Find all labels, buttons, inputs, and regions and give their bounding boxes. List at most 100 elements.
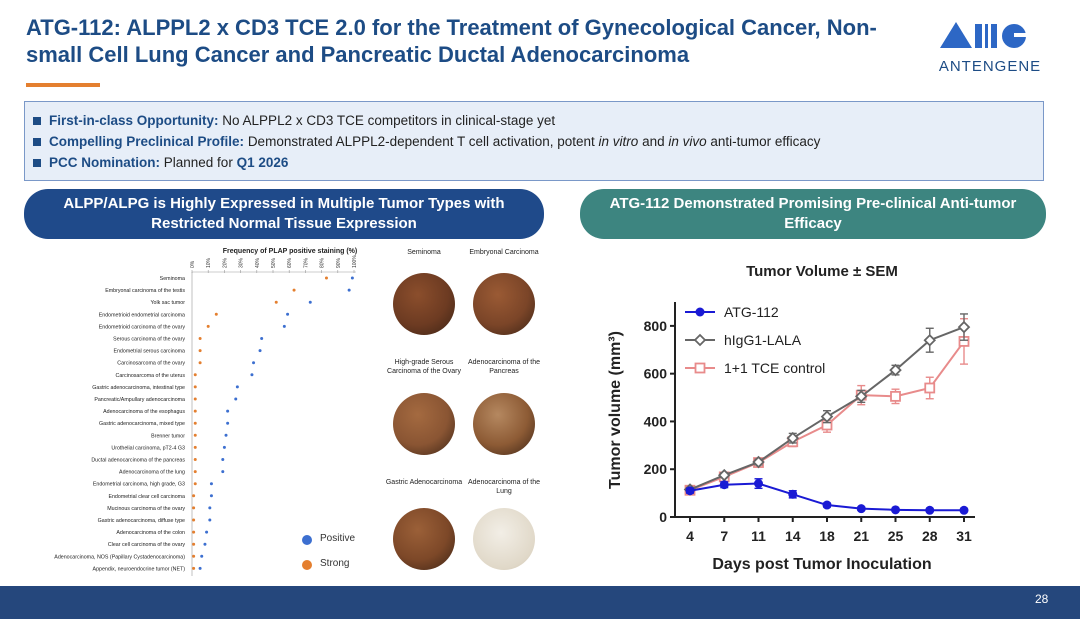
data-point bbox=[890, 390, 901, 402]
bullet-text: No ALPPL2 x CD3 TCE competitors in clini… bbox=[222, 113, 556, 128]
data-point bbox=[719, 480, 729, 490]
category-label: Mucinous carcinoma of the ovary bbox=[107, 506, 185, 512]
x-tick-label: 90% bbox=[336, 257, 342, 268]
chart-legend: ATG-112 hIgG1-LALA 1+1 TCE control bbox=[685, 304, 825, 376]
y-tick-label: 0 bbox=[659, 509, 667, 525]
bullet-square-icon bbox=[33, 117, 41, 125]
x-tick-label: 60% bbox=[287, 257, 293, 268]
left-panel-banner: ALPP/ALPG is Highly Expressed in Multipl… bbox=[24, 189, 544, 239]
ihc-stain-image bbox=[473, 508, 535, 570]
bullet-label: First-in-class Opportunity: bbox=[49, 113, 219, 128]
category-label: Ductal adenocarcinoma of the pancreas bbox=[91, 458, 185, 464]
positive-point bbox=[208, 506, 212, 510]
bullet-text: Planned for bbox=[163, 155, 237, 170]
page-title: ATG-112: ALPPL2 x CD3 TCE 2.0 for the Tr… bbox=[26, 14, 906, 68]
x-tick-label: 100% bbox=[352, 255, 358, 268]
x-tick-label: 50% bbox=[271, 257, 277, 268]
bullet-text: Demonstrated ALPPL2-dependent T cell act… bbox=[247, 134, 599, 149]
data-point bbox=[959, 505, 969, 515]
strong-point bbox=[192, 518, 196, 522]
strong-point bbox=[198, 337, 202, 340]
strong-point bbox=[193, 470, 197, 474]
category-label: Carcinosarcoma of the ovary bbox=[117, 361, 185, 367]
category-labels: Seminoma Embryonal carcinoma of the testi… bbox=[54, 276, 185, 572]
x-tick-label: 14 bbox=[785, 528, 801, 544]
title-line-2: small Cell Lung Cancer and Pancreatic Du… bbox=[26, 42, 690, 67]
strong-point bbox=[198, 349, 202, 353]
ihc-stain-image bbox=[473, 393, 535, 455]
ihc-image-label: Seminoma bbox=[407, 249, 441, 256]
category-label: Endometrial serous carcinoma bbox=[113, 349, 185, 355]
chart-title: Frequency of PLAP positive staining (%) bbox=[223, 248, 357, 255]
category-label: Appendix, neuroendocrine tumor (NET) bbox=[93, 566, 186, 572]
data-points bbox=[192, 276, 354, 570]
x-tick-label: 28 bbox=[922, 528, 938, 544]
ihc-stain-image bbox=[393, 273, 455, 335]
positive-point bbox=[308, 300, 312, 304]
data-point bbox=[924, 382, 936, 394]
antengene-logo-icon bbox=[940, 22, 1026, 48]
category-label: Gastric adenocarcinoma, intestinal type bbox=[92, 385, 185, 391]
x-tick-label: 31 bbox=[956, 528, 972, 544]
strong-point bbox=[192, 494, 196, 498]
strong-point bbox=[193, 397, 197, 401]
category-label: Pancreatic/Ampullary adenocarcinoma bbox=[94, 397, 185, 403]
x-tick-label: 18 bbox=[819, 528, 835, 544]
strong-point bbox=[193, 409, 197, 413]
category-label: Endometrial clear cell carcinoma bbox=[108, 494, 185, 500]
strong-point bbox=[192, 566, 196, 570]
data-point bbox=[717, 468, 731, 482]
positive-point bbox=[208, 518, 212, 522]
data-point bbox=[685, 486, 695, 496]
category-label: Embryonal carcinoma of the testis bbox=[105, 288, 185, 294]
data-point bbox=[923, 333, 937, 347]
positive-point bbox=[224, 433, 228, 437]
x-tick-label: 21 bbox=[853, 528, 869, 544]
category-label: Gastric adenocarcinoma, diffuse type bbox=[98, 518, 185, 524]
strong-point bbox=[324, 276, 328, 280]
x-tick-label: 80% bbox=[320, 257, 326, 268]
ihc-stain-image bbox=[393, 508, 455, 570]
ihc-image-label: High-grade Serous Carcinoma of the Ovary bbox=[387, 359, 461, 375]
positive-point bbox=[222, 445, 226, 449]
category-label: Urothelial carcinoma, pT2-4 G3 bbox=[111, 445, 185, 451]
bullet-pcc-nomination: PCC Nomination: Planned for Q1 2026 bbox=[33, 152, 1043, 173]
ihc-stain-image bbox=[393, 393, 455, 455]
strong-point bbox=[192, 506, 196, 510]
x-tick-label: 4 bbox=[686, 528, 694, 544]
x-ticks: 0% 10% 20% 30% 40% 50% 60% 70% 80% 90% 100% bbox=[190, 255, 358, 273]
strong-point bbox=[192, 542, 196, 546]
legend-marker bbox=[694, 362, 706, 374]
positive-point bbox=[226, 421, 230, 425]
bullet-preclinical-profile: Compelling Preclinical Profile: Demonstr… bbox=[33, 131, 1043, 152]
positive-point bbox=[221, 458, 225, 461]
footer-bar bbox=[0, 586, 1080, 619]
strong-point bbox=[193, 385, 197, 389]
positive-point bbox=[221, 470, 225, 474]
bullet-text: anti-tumor efficacy bbox=[706, 134, 821, 149]
bullet-label: Compelling Preclinical Profile: bbox=[49, 134, 245, 149]
x-tick-label: 25 bbox=[888, 528, 904, 544]
category-label: Endometrioid carcinoma of the ovary bbox=[99, 324, 186, 330]
bullet-italic: in vivo bbox=[668, 134, 707, 149]
data-point bbox=[925, 505, 935, 515]
legend-strong-swatch bbox=[302, 560, 312, 570]
strong-point bbox=[206, 324, 210, 328]
x-tick-label: 40% bbox=[255, 257, 261, 268]
data-point bbox=[786, 431, 800, 445]
category-label: Serous carcinoma of the ovary bbox=[113, 337, 185, 343]
positive-point bbox=[209, 494, 213, 498]
positive-point bbox=[209, 482, 213, 486]
y-tick-label: 800 bbox=[644, 318, 668, 334]
strong-point bbox=[193, 445, 197, 449]
x-tick-label: 11 bbox=[751, 528, 766, 544]
legend-positive-label: Positive bbox=[320, 533, 356, 544]
positive-point bbox=[234, 397, 238, 401]
y-tick-label: 400 bbox=[644, 413, 668, 429]
bullet-label: PCC Nomination: bbox=[49, 155, 160, 170]
bullet-square-icon bbox=[33, 138, 41, 146]
legend-label: ATG-112 bbox=[724, 304, 779, 320]
strong-point bbox=[198, 361, 202, 365]
x-tick-label: 0% bbox=[190, 260, 196, 268]
strong-point bbox=[193, 482, 197, 486]
